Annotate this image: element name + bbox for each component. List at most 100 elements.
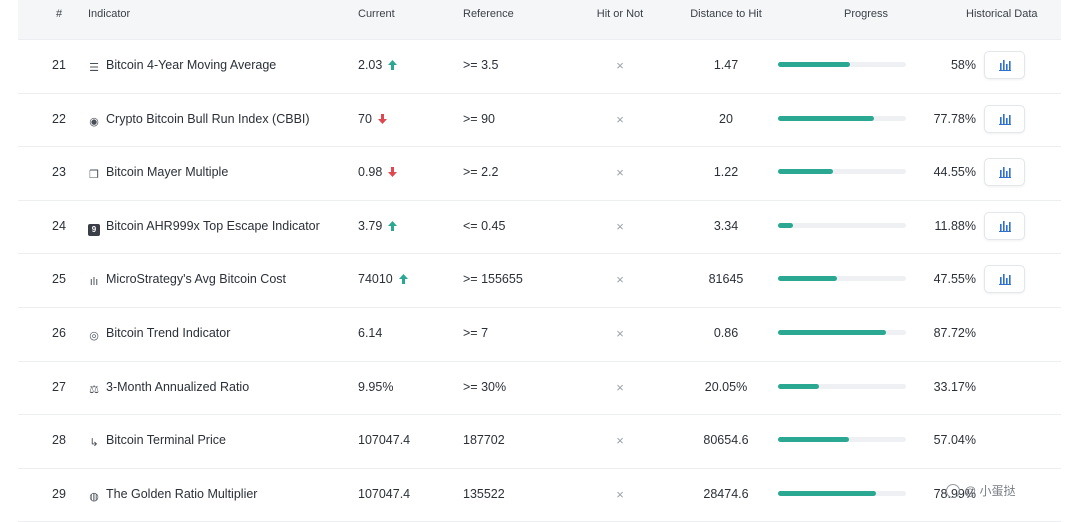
indicator-table: # Indicator Current Reference Hit or Not… bbox=[18, 0, 1061, 522]
header-historical: Historical Data bbox=[966, 8, 1038, 20]
progress-cell: 57.04% bbox=[778, 433, 978, 447]
indicator-name-cell[interactable]: ◍ The Golden Ratio Multiplier bbox=[88, 487, 257, 503]
current-value-cell: 9.95% bbox=[358, 380, 393, 394]
row-number: 29 bbox=[52, 486, 66, 501]
current-value-cell: 0.98 bbox=[358, 165, 398, 180]
progress-bar-track bbox=[778, 169, 906, 175]
indicator-name-cell[interactable]: ☰ Bitcoin 4-Year Moving Average bbox=[88, 58, 276, 74]
indicator-name: MicroStrategy's Avg Bitcoin Cost bbox=[106, 272, 287, 287]
historical-data-button[interactable] bbox=[984, 211, 1025, 240]
distance-value: 1.47 bbox=[713, 58, 739, 72]
historical-data-button[interactable] bbox=[984, 51, 1025, 79]
arrow-down-icon bbox=[377, 113, 387, 127]
not-hit-icon: × bbox=[616, 165, 624, 181]
indicator-name: The Golden Ratio Multiplier bbox=[106, 486, 258, 501]
header-num: # bbox=[55, 8, 63, 20]
golden-ratio-icon: ◍ bbox=[89, 490, 99, 503]
progress-percent: 47.55% bbox=[933, 272, 976, 287]
progress-percent: 87.72% bbox=[933, 326, 976, 340]
distance-value: 20.05% bbox=[704, 379, 748, 394]
progress-bar-track bbox=[778, 222, 906, 228]
indicator-name-cell[interactable]: ❐ Bitcoin Mayer Multiple bbox=[88, 165, 228, 181]
historical-data-button[interactable] bbox=[984, 158, 1025, 187]
target-circle-icon: ◎ bbox=[89, 330, 99, 342]
distance-value: 3.34 bbox=[713, 218, 739, 233]
not-hit-icon: × bbox=[616, 58, 624, 73]
current-value: 3.79 bbox=[358, 218, 383, 233]
historical-data-button[interactable] bbox=[984, 265, 1025, 294]
table-row[interactable]: 26 ◎ Bitcoin Trend Indicator 6.14 >= 7 × 0.86 8… bbox=[18, 308, 1061, 362]
table-row[interactable]: 21 ☰ Bitcoin 4-Year Moving Average 2.03 >= 3… bbox=[18, 40, 1061, 94]
reference-value: >= 90 bbox=[463, 111, 495, 126]
reference-value: 135522 bbox=[463, 486, 505, 501]
row-number: 21 bbox=[52, 58, 66, 72]
header-current: Current bbox=[358, 8, 395, 20]
distance-value: 20 bbox=[719, 111, 733, 126]
indicator-name-cell[interactable]: ılı MicroStrategy's Avg Bitcoin Cost bbox=[88, 272, 286, 288]
header-reference: Reference bbox=[463, 8, 514, 20]
reference-value: 187702 bbox=[463, 433, 505, 448]
not-hit-icon: × bbox=[616, 218, 624, 234]
distance-value: 81645 bbox=[708, 272, 744, 287]
arrow-down-icon bbox=[388, 166, 398, 180]
row-number: 25 bbox=[52, 272, 66, 287]
indicator-name-cell[interactable]: 9 Bitcoin AHR999x Top Escape Indicator bbox=[88, 219, 320, 236]
not-hit-icon: × bbox=[616, 326, 624, 341]
indicator-name: Bitcoin 4-Year Moving Average bbox=[106, 58, 277, 72]
indicator-name: 3-Month Annualized Ratio bbox=[106, 379, 250, 394]
indicator-name-cell[interactable]: ↳ Bitcoin Terminal Price bbox=[88, 433, 226, 449]
progress-cell: 58% bbox=[778, 58, 978, 72]
current-value-cell: 3.79 bbox=[358, 218, 398, 234]
bar-chart-icon bbox=[999, 220, 1011, 232]
square-nine-icon: 9 bbox=[88, 223, 100, 236]
progress-cell: 47.55% bbox=[778, 272, 978, 286]
not-hit-icon: × bbox=[616, 111, 624, 127]
current-value: 107047.4 bbox=[358, 433, 411, 448]
progress-bar-fill bbox=[778, 62, 850, 67]
indicator-name-cell[interactable]: ◉ Crypto Bitcoin Bull Run Index (CBBI) bbox=[88, 112, 309, 128]
progress-percent: 44.55% bbox=[933, 165, 976, 180]
bar-chart-icon bbox=[999, 113, 1011, 125]
progress-bar-fill bbox=[778, 115, 875, 121]
bar-chart-icon: ılı bbox=[89, 276, 99, 289]
progress-percent: 57.04% bbox=[933, 433, 976, 448]
table-row[interactable]: 23 ❐ Bitcoin Mayer Multiple 0.98 >= 2.2 × 1.22… bbox=[18, 147, 1061, 201]
historical-data-button[interactable] bbox=[984, 104, 1025, 133]
current-value-cell: 107047.4 bbox=[358, 433, 410, 447]
row-number: 28 bbox=[52, 433, 66, 448]
current-value: 9.95% bbox=[358, 379, 394, 394]
reference-value: >= 2.2 bbox=[463, 165, 499, 180]
progress-cell: 77.78% bbox=[778, 112, 978, 126]
table-row[interactable]: 25 ılı MicroStrategy's Avg Bitcoin Cost 740… bbox=[18, 254, 1061, 308]
table-row[interactable]: 27 ⚖ 3-Month Annualized Ratio 9.95% >= 30% × 2… bbox=[18, 362, 1061, 416]
watermark-logo-icon bbox=[946, 484, 960, 498]
table-row[interactable]: 29 ◍ The Golden Ratio Multiplier 107047.4 13… bbox=[18, 469, 1061, 522]
progress-cell: 11.88% bbox=[778, 219, 978, 233]
circle-coin-icon: ◉ bbox=[89, 115, 99, 128]
indicator-name-cell[interactable]: ⚖ 3-Month Annualized Ratio bbox=[88, 380, 249, 396]
table-row[interactable]: 22 ◉ Crypto Bitcoin Bull Run Index (CBBI) 7… bbox=[18, 94, 1061, 148]
arrow-up-icon bbox=[388, 220, 398, 234]
progress-cell: 33.17% bbox=[778, 380, 978, 394]
distance-value: 0.86 bbox=[713, 326, 739, 340]
table-row[interactable]: 28 ↳ Bitcoin Terminal Price 107047.4 187702 ×… bbox=[18, 415, 1061, 469]
not-hit-icon: × bbox=[616, 433, 624, 449]
current-value: 74010 bbox=[358, 272, 393, 287]
progress-bar-fill bbox=[778, 490, 876, 496]
not-hit-icon: × bbox=[616, 379, 624, 395]
distance-value: 80654.6 bbox=[703, 433, 749, 448]
progress-bar-track bbox=[778, 330, 906, 335]
row-number: 24 bbox=[52, 218, 66, 233]
indicator-name-cell[interactable]: ◎ Bitcoin Trend Indicator bbox=[88, 326, 230, 342]
progress-cell: 44.55% bbox=[778, 165, 978, 179]
progress-bar-fill bbox=[778, 330, 887, 335]
current-value-cell: 74010 bbox=[358, 272, 408, 287]
current-value-cell: 2.03 bbox=[358, 58, 398, 73]
current-value-cell: 70 bbox=[358, 112, 387, 127]
table-row[interactable]: 24 9 Bitcoin AHR999x Top Escape Indicator 3… bbox=[18, 201, 1061, 255]
row-number: 22 bbox=[52, 111, 66, 126]
arrow-up-icon bbox=[388, 59, 398, 73]
progress-bar-fill bbox=[778, 222, 793, 228]
indicator-name: Bitcoin AHR999x Top Escape Indicator bbox=[106, 218, 320, 233]
header-distance: Distance to Hit bbox=[690, 8, 762, 20]
